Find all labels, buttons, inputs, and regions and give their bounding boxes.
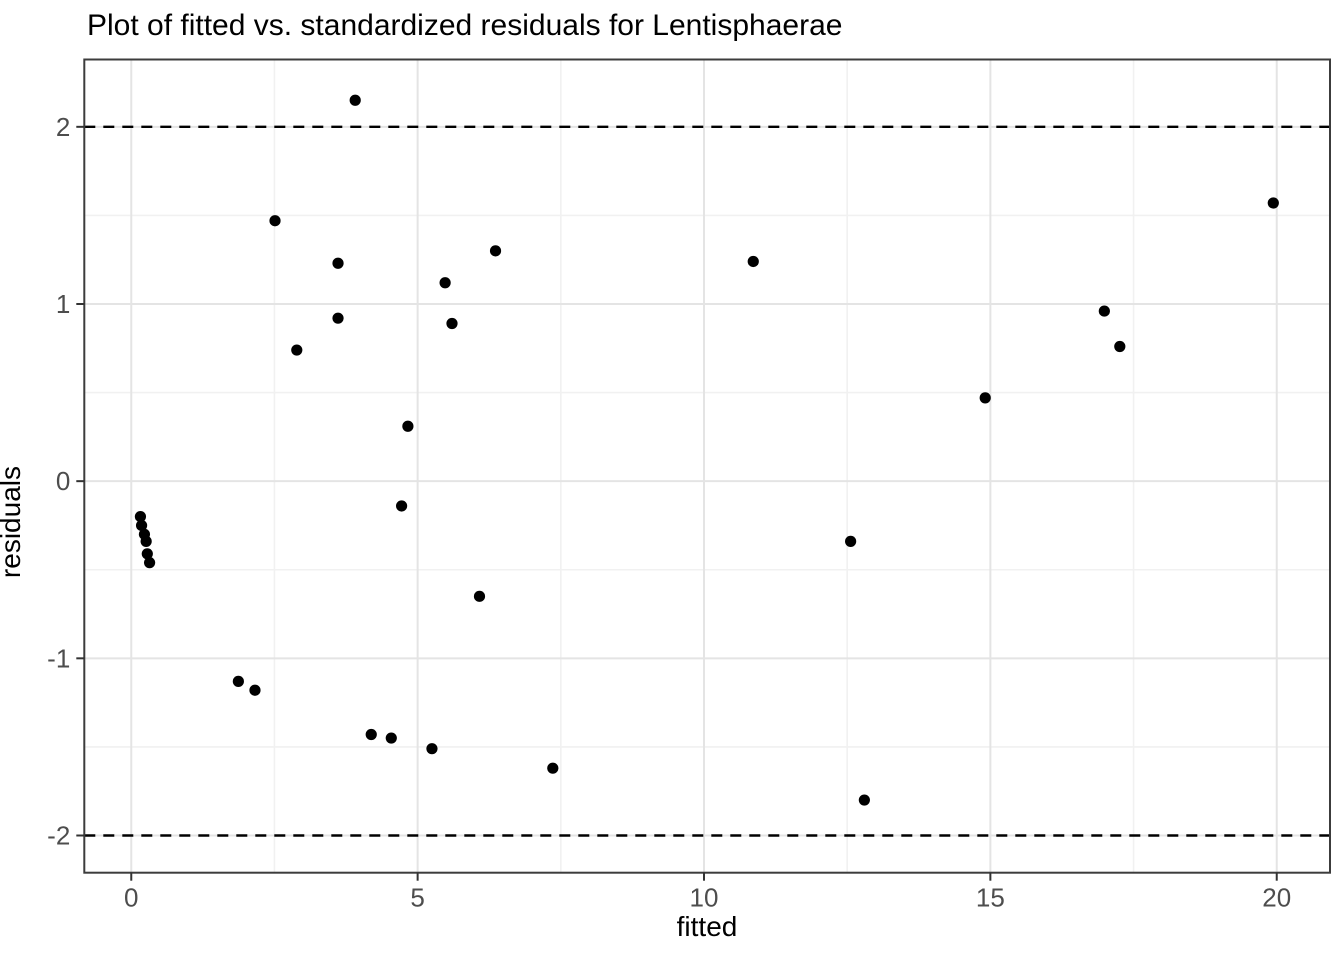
data-point: [141, 548, 153, 560]
data-point: [402, 420, 414, 432]
data-point: [489, 245, 502, 257]
x-axis-title: fitted: [676, 911, 738, 942]
data-point: [395, 500, 408, 512]
data-point: [439, 277, 451, 289]
y-tick-label: 0: [56, 466, 70, 496]
x-tick-label: 15: [976, 883, 1005, 913]
x-tick-label: 0: [124, 883, 138, 913]
y-axis-title-text: residuals: [0, 466, 26, 579]
data-point: [1114, 340, 1126, 353]
data-point: [845, 535, 857, 547]
data-point: [858, 794, 870, 806]
data-point: [473, 590, 486, 602]
data-point: [747, 255, 759, 268]
data-point: [385, 732, 397, 744]
data-point: [446, 317, 458, 330]
data-point: [547, 762, 559, 774]
data-point: [140, 535, 152, 547]
x-tick-label: 10: [690, 883, 719, 913]
data-point: [135, 519, 148, 532]
data-point: [134, 510, 147, 523]
data-point: [426, 743, 438, 755]
data-point: [979, 392, 991, 404]
y-tick-label: 1: [56, 289, 70, 319]
data-point: [349, 94, 361, 106]
plot-title: Plot of fitted vs. standardized residual…: [87, 9, 843, 42]
data-point: [1267, 197, 1279, 209]
y-tick-label: -2: [47, 820, 70, 850]
panel-border: [83, 58, 1331, 874]
data-point: [143, 557, 156, 569]
data-point: [269, 215, 281, 227]
data-point: [332, 312, 344, 324]
data-point: [1098, 305, 1110, 317]
data-point: [249, 684, 261, 696]
x-tick-label: 5: [410, 883, 424, 913]
y-tick-label: 2: [56, 112, 70, 142]
data-point: [332, 257, 344, 269]
data-point: [291, 344, 303, 356]
x-tick-label: 20: [1262, 883, 1291, 913]
y-tick-label: -1: [47, 643, 70, 673]
data-point: [232, 675, 244, 687]
data-point: [365, 728, 377, 741]
